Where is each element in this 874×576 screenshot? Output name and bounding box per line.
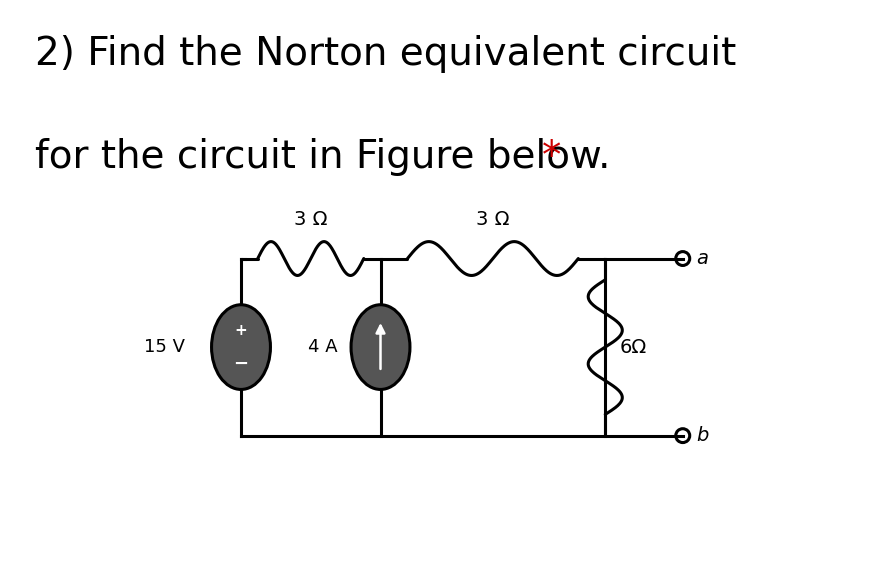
Text: *: * bbox=[542, 138, 561, 176]
Text: 6Ω: 6Ω bbox=[619, 338, 647, 357]
Text: 2) Find the Norton equivalent circuit: 2) Find the Norton equivalent circuit bbox=[35, 35, 736, 73]
Text: −: − bbox=[233, 355, 248, 373]
Ellipse shape bbox=[351, 305, 410, 389]
Text: a: a bbox=[697, 249, 709, 268]
Ellipse shape bbox=[212, 305, 270, 389]
Text: +: + bbox=[234, 323, 247, 338]
Text: 4 A: 4 A bbox=[309, 338, 338, 356]
Text: b: b bbox=[697, 426, 709, 445]
Text: 3 Ω: 3 Ω bbox=[294, 210, 328, 229]
Text: for the circuit in Figure below.: for the circuit in Figure below. bbox=[35, 138, 610, 176]
Text: 15 V: 15 V bbox=[144, 338, 185, 356]
Text: 3 Ω: 3 Ω bbox=[476, 210, 510, 229]
